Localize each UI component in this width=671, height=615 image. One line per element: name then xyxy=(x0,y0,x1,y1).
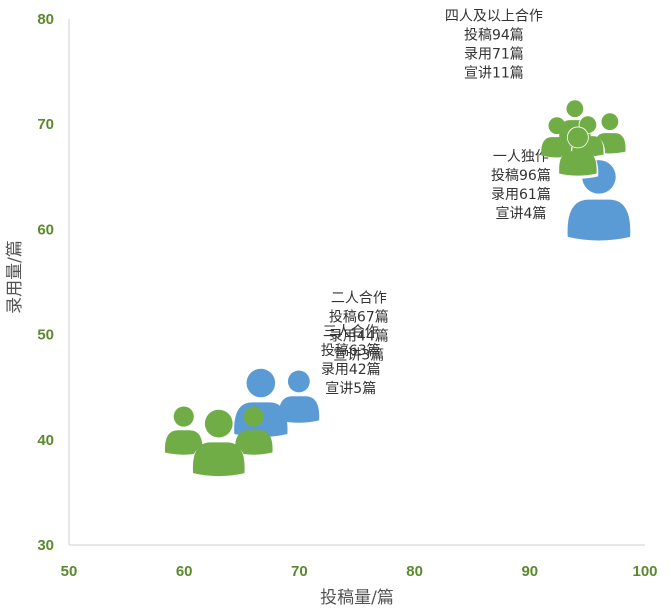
data-label-line: 录用44篇 xyxy=(329,329,389,345)
data-label-line: 宣讲3篇 xyxy=(333,348,384,364)
x-tick-label: 100 xyxy=(632,563,657,580)
data-label-line: 三人合作 xyxy=(323,324,379,340)
data-label-line: 录用71篇 xyxy=(464,47,524,63)
y-tick-label: 40 xyxy=(37,432,54,449)
person-glyph xyxy=(541,117,573,158)
data-label-line: 录用42篇 xyxy=(321,362,381,378)
data-label-line: 四人及以上合作 xyxy=(445,9,543,25)
x-tick-label: 60 xyxy=(176,563,193,580)
x-tick-labels: 50 60 70 80 90 100 xyxy=(61,563,658,580)
axes xyxy=(68,19,645,546)
x-tick-label: 80 xyxy=(406,563,423,580)
data-label-line: 宣讲4篇 xyxy=(495,206,546,222)
person-glyph xyxy=(192,409,245,477)
data-label-line: 投稿63篇 xyxy=(321,343,381,359)
data-label-line: 一人独作 xyxy=(493,149,549,165)
data-label-line: 投稿67篇 xyxy=(329,310,389,326)
data-label-line: 宣讲11篇 xyxy=(464,66,524,82)
y-tick-labels: 30 40 50 60 70 80 xyxy=(37,11,54,554)
person-glyph xyxy=(164,406,203,455)
y-tick-label: 70 xyxy=(37,116,54,133)
three-people-icon xyxy=(164,406,273,482)
data-label-line: 投稿96篇 xyxy=(491,168,551,184)
x-tick-label: 50 xyxy=(61,563,78,580)
y-tick-label: 50 xyxy=(37,327,54,344)
data-label-line: 录用61篇 xyxy=(491,187,551,203)
y-axis-title: 录用量/篇 xyxy=(5,240,25,314)
data-label-line: 宣讲5篇 xyxy=(325,381,376,397)
person-glyph xyxy=(234,368,288,438)
x-axis-title: 投稿量/篇 xyxy=(320,588,394,608)
data-label-line: 投稿94篇 xyxy=(464,28,524,44)
data-points: 一人独作投稿96篇录用61篇宣讲4篇二人合作投稿67篇录用44篇宣讲3篇三人合作… xyxy=(164,9,631,482)
person-glyph xyxy=(278,370,320,423)
data-label-line: 二人合作 xyxy=(331,291,387,307)
y-tick-label: 80 xyxy=(37,11,54,28)
x-tick-label: 90 xyxy=(521,563,538,580)
two-people-icon xyxy=(234,368,320,438)
y-tick-label: 30 xyxy=(37,537,54,554)
group-people-icon xyxy=(541,100,626,179)
person-glyph xyxy=(234,406,273,455)
y-tick-label: 60 xyxy=(37,221,54,238)
x-tick-label: 70 xyxy=(291,563,308,580)
person-glyph xyxy=(559,127,597,176)
